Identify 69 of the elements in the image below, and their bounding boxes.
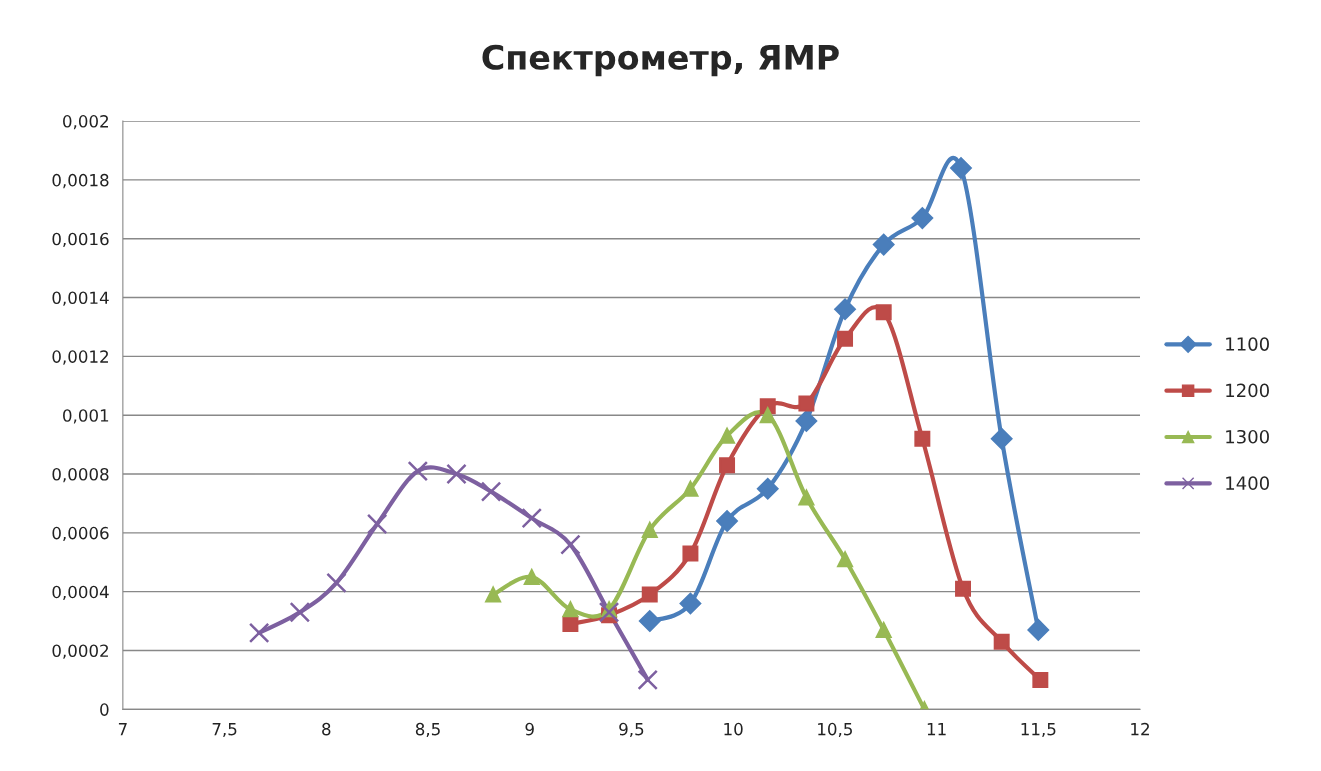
point [407, 460, 429, 482]
x-tick-label: 9 [525, 722, 534, 736]
x-tick-label: 8,5 [415, 722, 440, 738]
point [798, 489, 815, 506]
y-tick-label: 0,0008 [52, 467, 109, 483]
y-tick-label: 0,0002 [52, 644, 108, 659]
y-tick-label: 0,0014 [52, 291, 109, 306]
point [798, 395, 815, 412]
point [837, 551, 854, 568]
point [834, 298, 856, 321]
point [993, 633, 1010, 650]
point [759, 407, 776, 424]
y-tick-label: 0,0012 [52, 350, 108, 365]
y-tick-label: 0,002 [63, 115, 108, 130]
point [1032, 671, 1049, 688]
y-tick-label: 0,001 [63, 409, 109, 424]
legend-label: 1400 [1226, 476, 1269, 490]
y-tick-label: 0,0018 [52, 173, 109, 189]
point [485, 586, 502, 603]
point [248, 622, 270, 644]
point [950, 157, 972, 179]
x-tick-label: 8 [322, 722, 331, 736]
legend-label: 1100 [1226, 337, 1269, 351]
point [719, 457, 736, 474]
point [837, 330, 854, 347]
point [679, 592, 702, 615]
y-tick-label: 0,0016 [52, 232, 109, 247]
y-tick-label: 0 [100, 703, 109, 716]
point [641, 586, 658, 603]
x-tick-label: 7,5 [212, 723, 237, 738]
y-tick-label: 0,0004 [52, 585, 109, 600]
point [521, 507, 543, 529]
point [446, 463, 467, 485]
point [716, 510, 738, 532]
point [719, 427, 736, 444]
point [872, 233, 895, 256]
point [366, 513, 388, 535]
chart-title: Спектрометр, ЯМР [482, 44, 839, 77]
point [598, 601, 620, 623]
x-tick-label: 10 [724, 722, 743, 736]
point [875, 621, 892, 638]
point [641, 521, 658, 538]
point [955, 580, 972, 597]
point [875, 304, 892, 321]
point [480, 481, 502, 502]
point [562, 601, 579, 618]
point [638, 610, 661, 632]
legend-label: 1200 [1226, 383, 1269, 398]
point [795, 410, 818, 432]
x-tick-label: 11,5 [1021, 723, 1056, 738]
y-tick-label: 0,0006 [52, 526, 109, 542]
point [682, 545, 699, 562]
x-tick-label: 10,5 [818, 722, 852, 738]
point [911, 207, 934, 229]
legend-label: 1300 [1226, 429, 1269, 444]
point [560, 534, 581, 555]
point [990, 427, 1013, 450]
point [289, 601, 311, 623]
point [682, 480, 699, 497]
point [1027, 619, 1050, 641]
x-tick-label: 12 [1131, 722, 1149, 736]
x-tick-label: 11 [927, 723, 946, 736]
point [756, 477, 779, 500]
point [523, 568, 540, 585]
point [637, 669, 658, 691]
point [914, 430, 931, 447]
x-tick-label: 7 [118, 723, 127, 736]
x-tick-label: 9,5 [619, 722, 644, 738]
point [562, 616, 579, 633]
